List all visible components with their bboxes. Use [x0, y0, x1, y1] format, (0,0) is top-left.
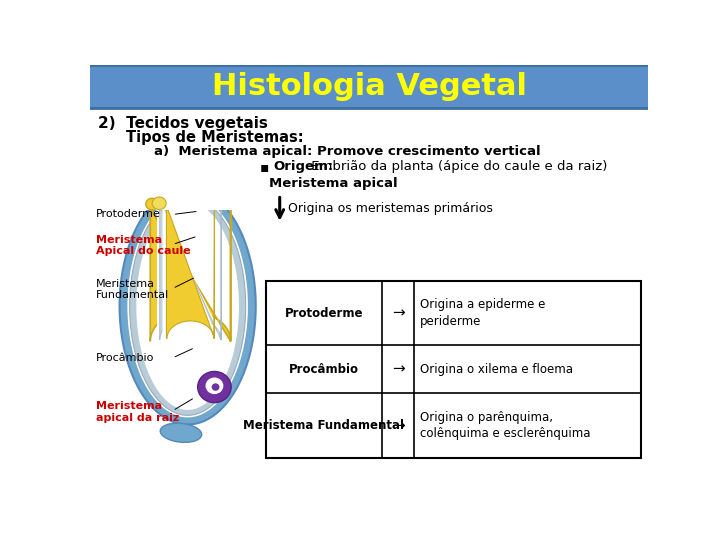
Polygon shape — [127, 194, 248, 417]
Polygon shape — [150, 208, 230, 341]
Ellipse shape — [161, 423, 202, 442]
Text: Origina o parênquima,
colênquima e esclerênquima: Origina o parênquima, colênquima e escle… — [420, 411, 590, 440]
Text: Meristema
Apical do caule: Meristema Apical do caule — [96, 235, 190, 256]
Text: Meristema
apical da raiz: Meristema apical da raiz — [96, 401, 179, 423]
Ellipse shape — [205, 377, 223, 394]
Text: Procâmbio: Procâmbio — [289, 363, 359, 376]
Polygon shape — [120, 187, 256, 424]
Text: Meristema apical: Meristema apical — [269, 177, 397, 190]
Text: Meristema Fundamental: Meristema Fundamental — [243, 419, 405, 432]
Bar — [90, 65, 648, 109]
Polygon shape — [166, 205, 215, 339]
Ellipse shape — [152, 197, 166, 210]
Text: →: → — [392, 362, 405, 377]
Bar — [266, 281, 641, 458]
Text: Origina o xilema e floema: Origina o xilema e floema — [420, 363, 573, 376]
Polygon shape — [136, 202, 239, 410]
Bar — [143, 177, 233, 210]
Ellipse shape — [145, 198, 158, 210]
Text: Tipos de Meristemas:: Tipos de Meristemas: — [126, 130, 304, 145]
Text: Origina a epiderme e
periderme: Origina a epiderme e periderme — [420, 299, 545, 328]
Text: Histologia Vegetal: Histologia Vegetal — [212, 72, 526, 101]
Polygon shape — [157, 206, 224, 339]
Text: ▪: ▪ — [260, 160, 269, 174]
Text: Protoderme: Protoderme — [96, 210, 161, 219]
Text: Origem:: Origem: — [273, 160, 333, 173]
Polygon shape — [163, 206, 218, 340]
Polygon shape — [130, 197, 246, 415]
Text: →: → — [392, 306, 405, 321]
Text: Meristema
Fundamental: Meristema Fundamental — [96, 279, 168, 300]
Ellipse shape — [198, 372, 231, 403]
Text: Protoderme: Protoderme — [284, 307, 363, 320]
Text: Origina os meristemas primários: Origina os meristemas primários — [287, 202, 492, 215]
Text: Procâmbio: Procâmbio — [96, 353, 154, 363]
Polygon shape — [160, 206, 221, 340]
Text: →: → — [392, 418, 405, 433]
Ellipse shape — [212, 383, 220, 391]
Text: Embrião da planta (ápice do caule e da raiz): Embrião da planta (ápice do caule e da r… — [307, 160, 607, 173]
Text: a)  Meristema apical: Promove crescimento vertical: a) Meristema apical: Promove crescimento… — [154, 145, 541, 158]
Text: 2)  Tecidos vegetais: 2) Tecidos vegetais — [99, 116, 269, 131]
